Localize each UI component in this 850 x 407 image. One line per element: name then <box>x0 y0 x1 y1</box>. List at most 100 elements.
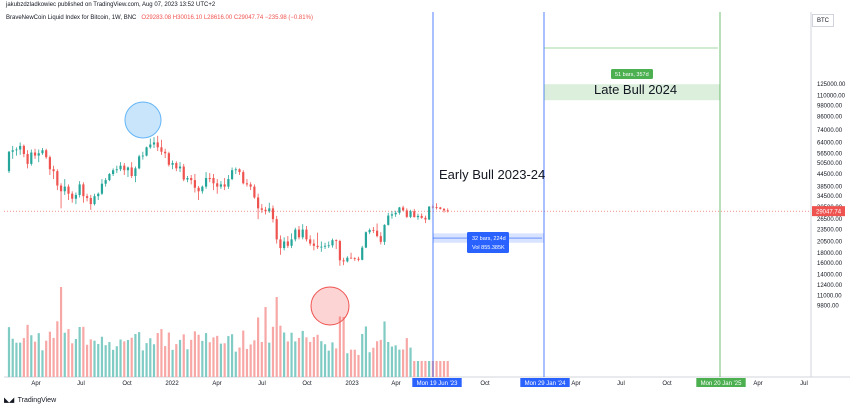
candle-body <box>216 183 219 187</box>
candle-body <box>186 178 189 180</box>
volume-bar <box>59 287 63 377</box>
candle-body <box>271 208 275 220</box>
volume-bar <box>335 348 338 377</box>
date-range-1-label-box <box>467 232 509 253</box>
volume-bar <box>405 338 408 377</box>
y-tick-label: 16000.00 <box>817 261 843 267</box>
volume-bar <box>327 350 330 377</box>
volume-bar <box>33 341 37 377</box>
candle-body <box>372 229 375 231</box>
x-tick-highlight <box>696 378 746 387</box>
volume-bar <box>223 343 226 377</box>
volume-bar <box>442 361 446 377</box>
symbol-title[interactable]: BraveNewCoin Liquid Index for Bitcoin, 1… <box>6 15 137 21</box>
candle-body <box>67 186 70 194</box>
volume-bar <box>19 342 22 377</box>
currency-badge[interactable]: BTC <box>812 14 834 27</box>
volume-bar <box>204 333 208 377</box>
volume-bar <box>167 332 170 377</box>
candle-body <box>286 241 289 246</box>
volume-bar <box>416 361 420 377</box>
candle-body <box>346 257 349 262</box>
volume-bar <box>82 326 85 377</box>
candle-body <box>112 170 115 175</box>
volume-bar <box>323 344 327 377</box>
volume-bar <box>409 347 412 377</box>
candle-body <box>138 156 141 169</box>
candle-body <box>364 232 368 248</box>
x-tick-label: Jul <box>800 381 808 387</box>
volume-bar <box>257 317 260 377</box>
volume-bar <box>152 344 156 377</box>
candle-body <box>338 241 342 261</box>
volume-bar <box>301 330 304 377</box>
volume-bar <box>312 337 315 377</box>
volume-bar <box>115 346 118 377</box>
volume-bar <box>11 338 14 377</box>
volume-bar <box>245 348 249 377</box>
candle-body <box>245 183 249 185</box>
volume-bar <box>30 335 33 377</box>
x-tick-label: Apr <box>31 381 40 387</box>
candle-body <box>37 153 40 156</box>
candle-body <box>379 236 382 242</box>
ohlc-change: −235.98 (−0.81%) <box>264 15 313 21</box>
x-tick-label: Jul <box>77 381 85 387</box>
volume-bar <box>48 331 51 377</box>
candle-body <box>208 178 211 180</box>
volume-bar <box>108 342 111 377</box>
footer-brand: TradingView <box>17 397 57 404</box>
y-tick-label: 18000.00 <box>817 251 843 257</box>
publish-line: jakubzdzladkowiec published on TradingVi… <box>6 2 216 8</box>
candle-body <box>78 184 81 195</box>
candle-body <box>89 197 92 205</box>
volume-bar <box>134 334 137 377</box>
candle-body <box>342 260 345 262</box>
volume-bar <box>372 347 375 377</box>
volume-bar <box>186 349 189 377</box>
candle-body <box>402 207 405 211</box>
candle-body <box>15 149 18 151</box>
volume-bar <box>402 349 405 377</box>
candle-body <box>357 258 360 260</box>
volume-bar <box>216 335 219 377</box>
candle-body <box>219 184 223 187</box>
volume-bar <box>279 325 282 377</box>
ohlc-high: H30016.10 <box>172 15 203 21</box>
volume-bar <box>230 334 234 377</box>
y-tick-label: 44500.00 <box>817 172 843 178</box>
volume-bar <box>145 343 148 377</box>
volume-bar <box>160 329 163 377</box>
volume-bar <box>119 339 122 377</box>
volume-bar <box>178 339 182 377</box>
volume-bar <box>67 329 70 377</box>
volume-bar <box>309 341 312 377</box>
candle-body <box>164 151 167 154</box>
candle-body <box>167 153 170 165</box>
candle-body <box>104 180 107 184</box>
volume-bar <box>208 342 211 377</box>
volume-bar <box>93 340 96 377</box>
candle-body <box>7 151 11 172</box>
top-highlight-circle <box>124 101 162 139</box>
candle-body <box>141 155 144 157</box>
volume-bar <box>45 340 48 377</box>
ohlc-open: O29283.08 <box>141 15 172 21</box>
volume-bar <box>305 337 308 377</box>
volume-bar <box>424 361 427 377</box>
x-tick-highlight <box>412 378 462 387</box>
volume-bar <box>212 337 215 377</box>
volume-bar <box>253 340 256 377</box>
date-range-2 <box>544 84 720 101</box>
volume-bar <box>238 347 241 377</box>
candle-body <box>353 258 356 260</box>
candle-body <box>349 257 353 259</box>
candle-body <box>316 245 319 248</box>
y-tick-label: 20500.00 <box>817 239 843 245</box>
candle-body <box>413 211 416 218</box>
volume-bar <box>201 340 204 377</box>
tradingview-footer[interactable]: ◣◢ TradingView <box>4 396 56 404</box>
volume-bar <box>100 336 104 377</box>
candle-body <box>145 147 148 156</box>
